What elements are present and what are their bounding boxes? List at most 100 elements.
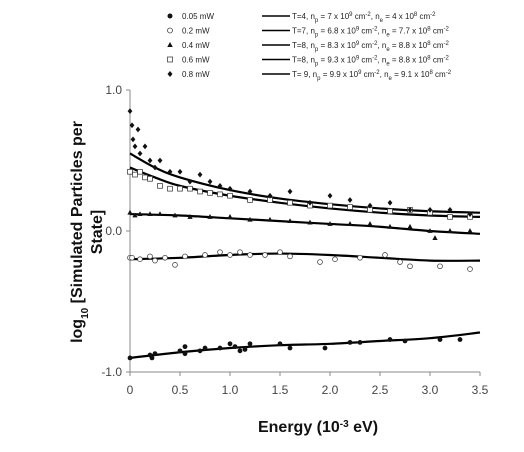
data-point [227, 214, 233, 219]
data-point [262, 252, 268, 258]
data-point [127, 355, 133, 361]
data-point [437, 337, 443, 342]
x-tick-label: 2.5 [372, 383, 389, 397]
data-point [207, 178, 213, 185]
legend-series-name: 0.4 mW [182, 41, 210, 50]
data-point [407, 223, 413, 229]
data-point [157, 157, 163, 164]
data-point [142, 143, 148, 150]
legend-marker [167, 42, 173, 47]
data-point [347, 197, 353, 203]
data-point [397, 259, 403, 265]
data-point [182, 351, 188, 357]
data-point [247, 252, 253, 258]
x-tick-label: 3.0 [422, 383, 439, 397]
data-point [129, 122, 135, 129]
data-point [327, 202, 333, 209]
data-point [157, 211, 163, 216]
fit-curve [129, 212, 481, 235]
data-point [347, 204, 353, 210]
x-tick-label: 0.5 [172, 383, 189, 397]
data-point [142, 174, 148, 181]
data-point [237, 249, 243, 255]
data-point [267, 192, 273, 199]
data-point [327, 221, 333, 226]
legend-fit-label: T=8, np = 9.3 x 109 cm-2, ne = 8.8 x 108… [292, 56, 449, 68]
y-tick-label: -1.0 [101, 365, 122, 379]
data-point [267, 216, 273, 222]
data-points [127, 108, 473, 361]
legend-fit-label: T=8, np = 8.3 x 109 cm-2, ne = 8.8 x 108… [292, 41, 449, 53]
data-point [347, 221, 353, 226]
data-point [287, 199, 293, 206]
data-point [402, 338, 408, 344]
data-point [207, 214, 213, 219]
data-point [307, 199, 313, 206]
data-point [357, 339, 363, 345]
data-point [407, 263, 413, 270]
legend: 0.05 mW T=4, np = 7 x 109 cm-2, ne = 4 x … [167, 12, 452, 82]
data-point [182, 253, 188, 260]
data-point [407, 206, 413, 213]
data-point [172, 212, 178, 218]
data-point [137, 150, 143, 157]
data-point [132, 212, 138, 218]
data-point [202, 252, 208, 258]
data-point [197, 188, 203, 195]
data-point [217, 345, 223, 351]
data-point [187, 185, 193, 192]
data-point [322, 345, 328, 351]
data-point [277, 341, 283, 347]
data-point [187, 178, 193, 185]
data-point [137, 211, 143, 216]
data-point [347, 339, 353, 345]
legend-marker [167, 56, 173, 63]
data-point [157, 183, 163, 189]
data-point [129, 254, 135, 261]
y-tick-label: 1.0 [105, 83, 122, 97]
data-point [467, 211, 473, 217]
legend-series-name: 0.8 mW [182, 70, 210, 79]
data-point [467, 266, 473, 272]
data-point [147, 253, 153, 260]
data-point [177, 348, 183, 354]
data-point [217, 191, 223, 198]
data-point [132, 171, 138, 178]
legend-fit-label: T=4, np = 7 x 109 cm-2, ne = 4 x 108 cm-… [292, 12, 436, 24]
data-point [357, 254, 363, 261]
data-point [247, 341, 253, 347]
data-point [147, 176, 153, 182]
data-point [237, 348, 243, 354]
legend-marker [167, 13, 173, 19]
data-point [167, 185, 173, 192]
data-point [382, 252, 388, 258]
legend-fit-label: T=7, np = 6.8 x 109 cm-2, ne = 7.7 x 108… [292, 27, 449, 39]
data-point [287, 345, 293, 351]
data-point [457, 337, 463, 342]
data-point [287, 253, 293, 260]
axes: 0 0.5 1.0 1.5 2.0 2.5 3.0 3.5 1.0 0.0 -1.0 [101, 83, 488, 397]
data-point [152, 164, 158, 171]
x-tick-label: 2.0 [322, 383, 339, 397]
data-point [277, 249, 283, 255]
legend-series-name: 0.6 mW [182, 56, 210, 65]
data-point [317, 259, 323, 265]
data-point [327, 192, 333, 199]
data-point [217, 183, 223, 189]
data-point [427, 228, 433, 233]
data-point [127, 168, 133, 175]
data-point [152, 351, 158, 357]
legend-series-name: 0.2 mW [182, 27, 210, 36]
fit-curve [129, 331, 481, 359]
data-point [232, 344, 238, 350]
data-point [242, 347, 248, 352]
data-point [167, 168, 173, 175]
data-point [162, 254, 168, 261]
data-point [202, 345, 208, 351]
data-point [177, 185, 183, 192]
data-point [182, 344, 188, 350]
data-point [247, 216, 253, 222]
data-point [177, 168, 183, 175]
y-tick-label: 0.0 [105, 224, 122, 238]
